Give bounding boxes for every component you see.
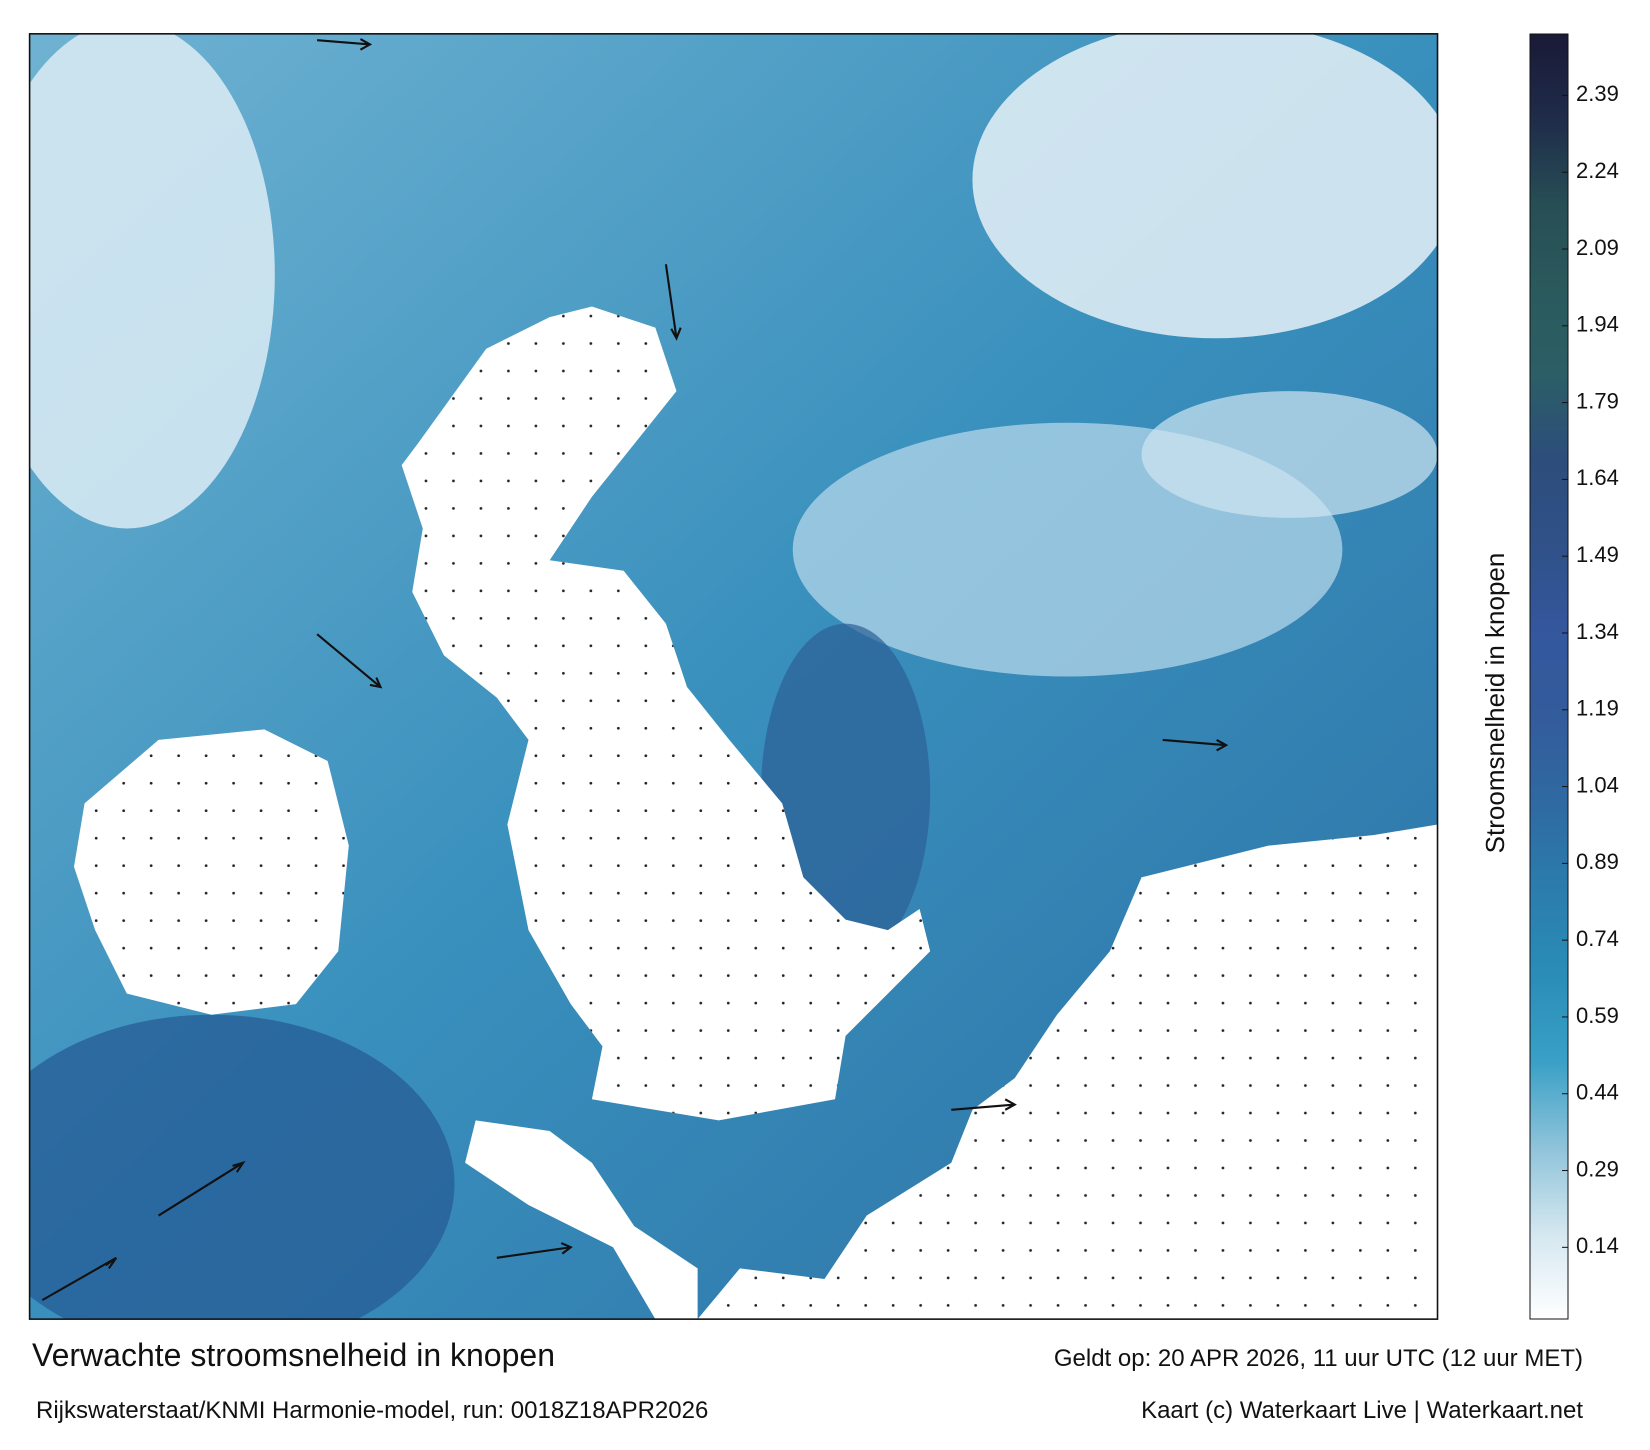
colorbar-tick-label: 1.49 — [1576, 542, 1619, 567]
colorbar-tick-label: 0.74 — [1576, 926, 1619, 951]
colorbar: 0.14 0.29 0.44 0.59 0.74 0.89 1.04 1.19 1.34 1.49… — [1529, 33, 1619, 1320]
colorbar-tick-label: 1.64 — [1576, 465, 1619, 490]
land-grid — [73, 306, 1438, 1320]
colorbar-tick-label: 2.24 — [1576, 158, 1619, 183]
colorbar-tick-label: 1.94 — [1576, 312, 1619, 337]
map — [28, 33, 1439, 1320]
colorbar-tick-label: 0.44 — [1576, 1080, 1619, 1105]
colorbar-tick-label: 0.89 — [1576, 849, 1619, 874]
colorbar-tick-label: 1.19 — [1576, 696, 1619, 721]
deep-channel — [761, 623, 931, 962]
title: Verwachte stroomsnelheid in knopen — [32, 1337, 555, 1373]
shallow-area — [29, 33, 275, 529]
colorbar-tick-label: 1.04 — [1576, 772, 1619, 797]
valid-time: Geldt op: 20 APR 2026, 11 uur UTC (12 uu… — [1054, 1345, 1583, 1372]
colorbar-fill — [1529, 33, 1569, 1320]
map-frame — [28, 33, 1439, 1320]
colorbar-tick-label: 1.34 — [1576, 619, 1619, 644]
deep-channel — [29, 1014, 455, 1320]
shallow-area — [972, 33, 1438, 339]
credit: Kaart (c) Waterkaart Live | Waterkaart.n… — [1141, 1397, 1583, 1424]
colorbar-tick-label: 2.39 — [1576, 81, 1619, 106]
colorbar-tick-label: 0.14 — [1576, 1233, 1619, 1258]
shallow-area — [1141, 391, 1438, 518]
subtitle: Rijkswaterstaat/KNMI Harmonie-model, run… — [36, 1397, 708, 1424]
colorbar-tick-label: 2.09 — [1576, 235, 1619, 260]
colorbar-tick-label: 1.79 — [1576, 388, 1619, 413]
colorbar-tick-label: 0.59 — [1576, 1003, 1619, 1028]
colorbar-label: Stroomsnelheid in knopen — [1480, 553, 1510, 854]
colorbar-tick-label: 0.29 — [1576, 1156, 1619, 1181]
current-arrows — [41, 38, 1229, 1302]
